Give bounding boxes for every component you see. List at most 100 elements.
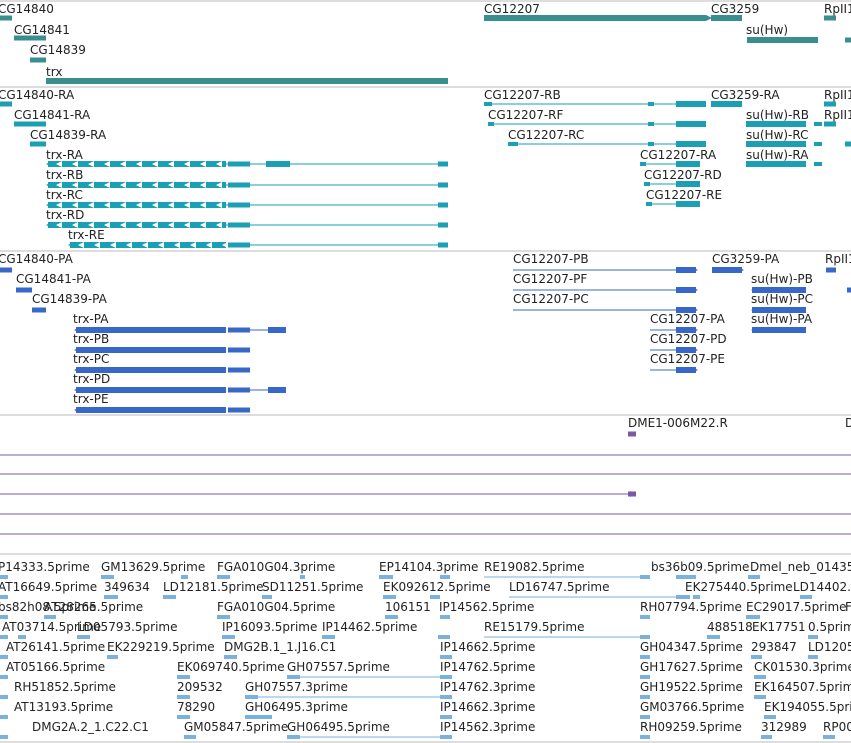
exon[interactable]	[746, 141, 806, 147]
est-block[interactable]	[440, 675, 452, 679]
est-block[interactable]	[440, 575, 450, 579]
feature-label[interactable]: LD12181.5prime	[163, 580, 264, 594]
est-block[interactable]	[430, 595, 440, 599]
strand-arrow-left[interactable]	[184, 202, 190, 208]
est-block[interactable]	[383, 595, 396, 599]
feature-label[interactable]: P14333.5prime	[0, 560, 90, 574]
exon[interactable]	[676, 181, 700, 187]
est-block[interactable]	[640, 575, 650, 579]
strand-arrow-left[interactable]	[88, 161, 94, 167]
protein-bar[interactable]	[268, 387, 286, 393]
feature-label[interactable]: EP14104.3prime	[379, 560, 479, 574]
exon[interactable]	[228, 202, 250, 208]
est-block[interactable]	[104, 595, 118, 599]
feature-label[interactable]: RpII1	[824, 88, 851, 102]
strand-arrow-left[interactable]	[72, 202, 78, 208]
strand-arrow-left[interactable]	[74, 327, 80, 333]
est-block[interactable]	[761, 735, 772, 739]
feature-label[interactable]: DMG2B.1_1.J16.C1	[224, 640, 337, 654]
feature-label[interactable]: DMG2A.2_1.C22.C1	[32, 720, 149, 734]
strand-arrow-left[interactable]	[120, 222, 126, 228]
feature-label[interactable]: EK164507.5prime	[754, 680, 851, 694]
strand-arrow-left[interactable]	[104, 161, 110, 167]
est-block[interactable]	[181, 575, 188, 579]
exon[interactable]	[648, 142, 654, 146]
gene-bar[interactable]	[30, 57, 46, 63]
feature-label[interactable]: CG12207-PF	[513, 272, 588, 286]
exon[interactable]	[676, 121, 706, 127]
feature-label[interactable]: CG14840-RA	[0, 88, 75, 102]
est-block[interactable]	[385, 615, 398, 619]
feature-label[interactable]: GH17627.5prime	[640, 660, 743, 674]
strand-arrow-left[interactable]	[14, 35, 20, 41]
strand-arrow-right[interactable]	[692, 267, 698, 273]
est-block[interactable]	[440, 735, 452, 739]
feature-label[interactable]: CG12207-PB	[513, 252, 589, 266]
strand-arrow-left[interactable]	[110, 242, 116, 248]
strand-arrow-left[interactable]	[152, 202, 158, 208]
strand-arrow-left[interactable]	[751, 327, 757, 333]
protein-bar[interactable]	[228, 347, 250, 353]
feature-label[interactable]: CG14839-PA	[32, 292, 107, 306]
strand-arrow-left[interactable]	[168, 202, 174, 208]
strand-arrow-left[interactable]	[0, 614, 6, 620]
feature-label[interactable]: CG12207-PD	[650, 332, 727, 346]
feature-label[interactable]: CG12207-RD	[644, 168, 722, 182]
strand-arrow-right[interactable]	[692, 367, 698, 373]
feature-label[interactable]: EK229219.5prime	[107, 640, 215, 654]
protein-bar[interactable]	[676, 347, 696, 353]
feature-label[interactable]: CG12207-RB	[484, 88, 561, 102]
exon[interactable]	[438, 182, 448, 188]
clone-bar[interactable]	[628, 491, 636, 497]
est-block[interactable]	[676, 595, 690, 599]
strand-arrow-left[interactable]	[152, 182, 158, 188]
feature-label[interactable]: LD12052	[808, 640, 851, 654]
exon[interactable]	[438, 222, 448, 228]
feature-label[interactable]: 293847	[751, 640, 797, 654]
strand-arrow-left[interactable]	[0, 714, 6, 720]
feature-label[interactable]: LD05793.5prime	[77, 620, 178, 634]
est-block[interactable]	[177, 675, 190, 679]
protein-bar[interactable]	[228, 367, 250, 373]
feature-label[interactable]: IP16093.5prime	[222, 620, 318, 634]
est-block[interactable]	[640, 695, 650, 699]
strand-arrow-left[interactable]	[104, 222, 110, 228]
feature-label[interactable]: IP14562.5prime	[439, 600, 535, 614]
feature-label[interactable]: CG14840	[0, 2, 54, 16]
exon[interactable]	[814, 142, 822, 146]
exon[interactable]	[845, 141, 851, 147]
feature-label[interactable]: DME1-006M22.R	[628, 416, 728, 430]
gene-bar[interactable]	[46, 78, 448, 84]
feature-label[interactable]: su(Hw)-RA	[746, 148, 809, 162]
protein-bar[interactable]	[676, 327, 696, 333]
strand-arrow-left[interactable]	[184, 182, 190, 188]
strand-arrow-left[interactable]	[184, 161, 190, 167]
est-block[interactable]	[746, 615, 760, 619]
protein-bar[interactable]	[676, 307, 696, 313]
protein-bar[interactable]	[0, 267, 12, 273]
feature-label[interactable]: trx-RD	[46, 208, 85, 222]
exon[interactable]	[648, 102, 654, 106]
feature-label[interactable]: AT13193.5prime	[14, 700, 114, 714]
exon[interactable]	[438, 202, 448, 208]
feature-label[interactable]: GH19522.5prime	[640, 680, 743, 694]
exon[interactable]	[644, 182, 650, 186]
feature-label[interactable]: su(Hw)-RC	[746, 128, 809, 142]
feature-label[interactable]: IP14662.3prime	[440, 700, 536, 714]
exon[interactable]	[746, 161, 806, 167]
est-block[interactable]	[184, 735, 196, 739]
feature-label[interactable]: 312989	[761, 720, 807, 734]
strand-arrow-left[interactable]	[200, 182, 206, 188]
protein-bar[interactable]	[16, 287, 32, 293]
est-block[interactable]	[440, 655, 452, 659]
feature-label[interactable]: GH06495.5prime	[287, 720, 390, 734]
est-block[interactable]	[177, 695, 190, 699]
feature-label[interactable]: CG14841	[14, 23, 70, 37]
est-block[interactable]	[764, 715, 776, 719]
feature-label[interactable]: RpII1	[824, 2, 851, 16]
feature-label[interactable]: trx-RE	[68, 228, 105, 242]
strand-arrow-right[interactable]	[700, 121, 706, 127]
est-block[interactable]	[640, 715, 650, 719]
strand-arrow-left[interactable]	[152, 222, 158, 228]
est-block[interactable]	[287, 675, 300, 679]
